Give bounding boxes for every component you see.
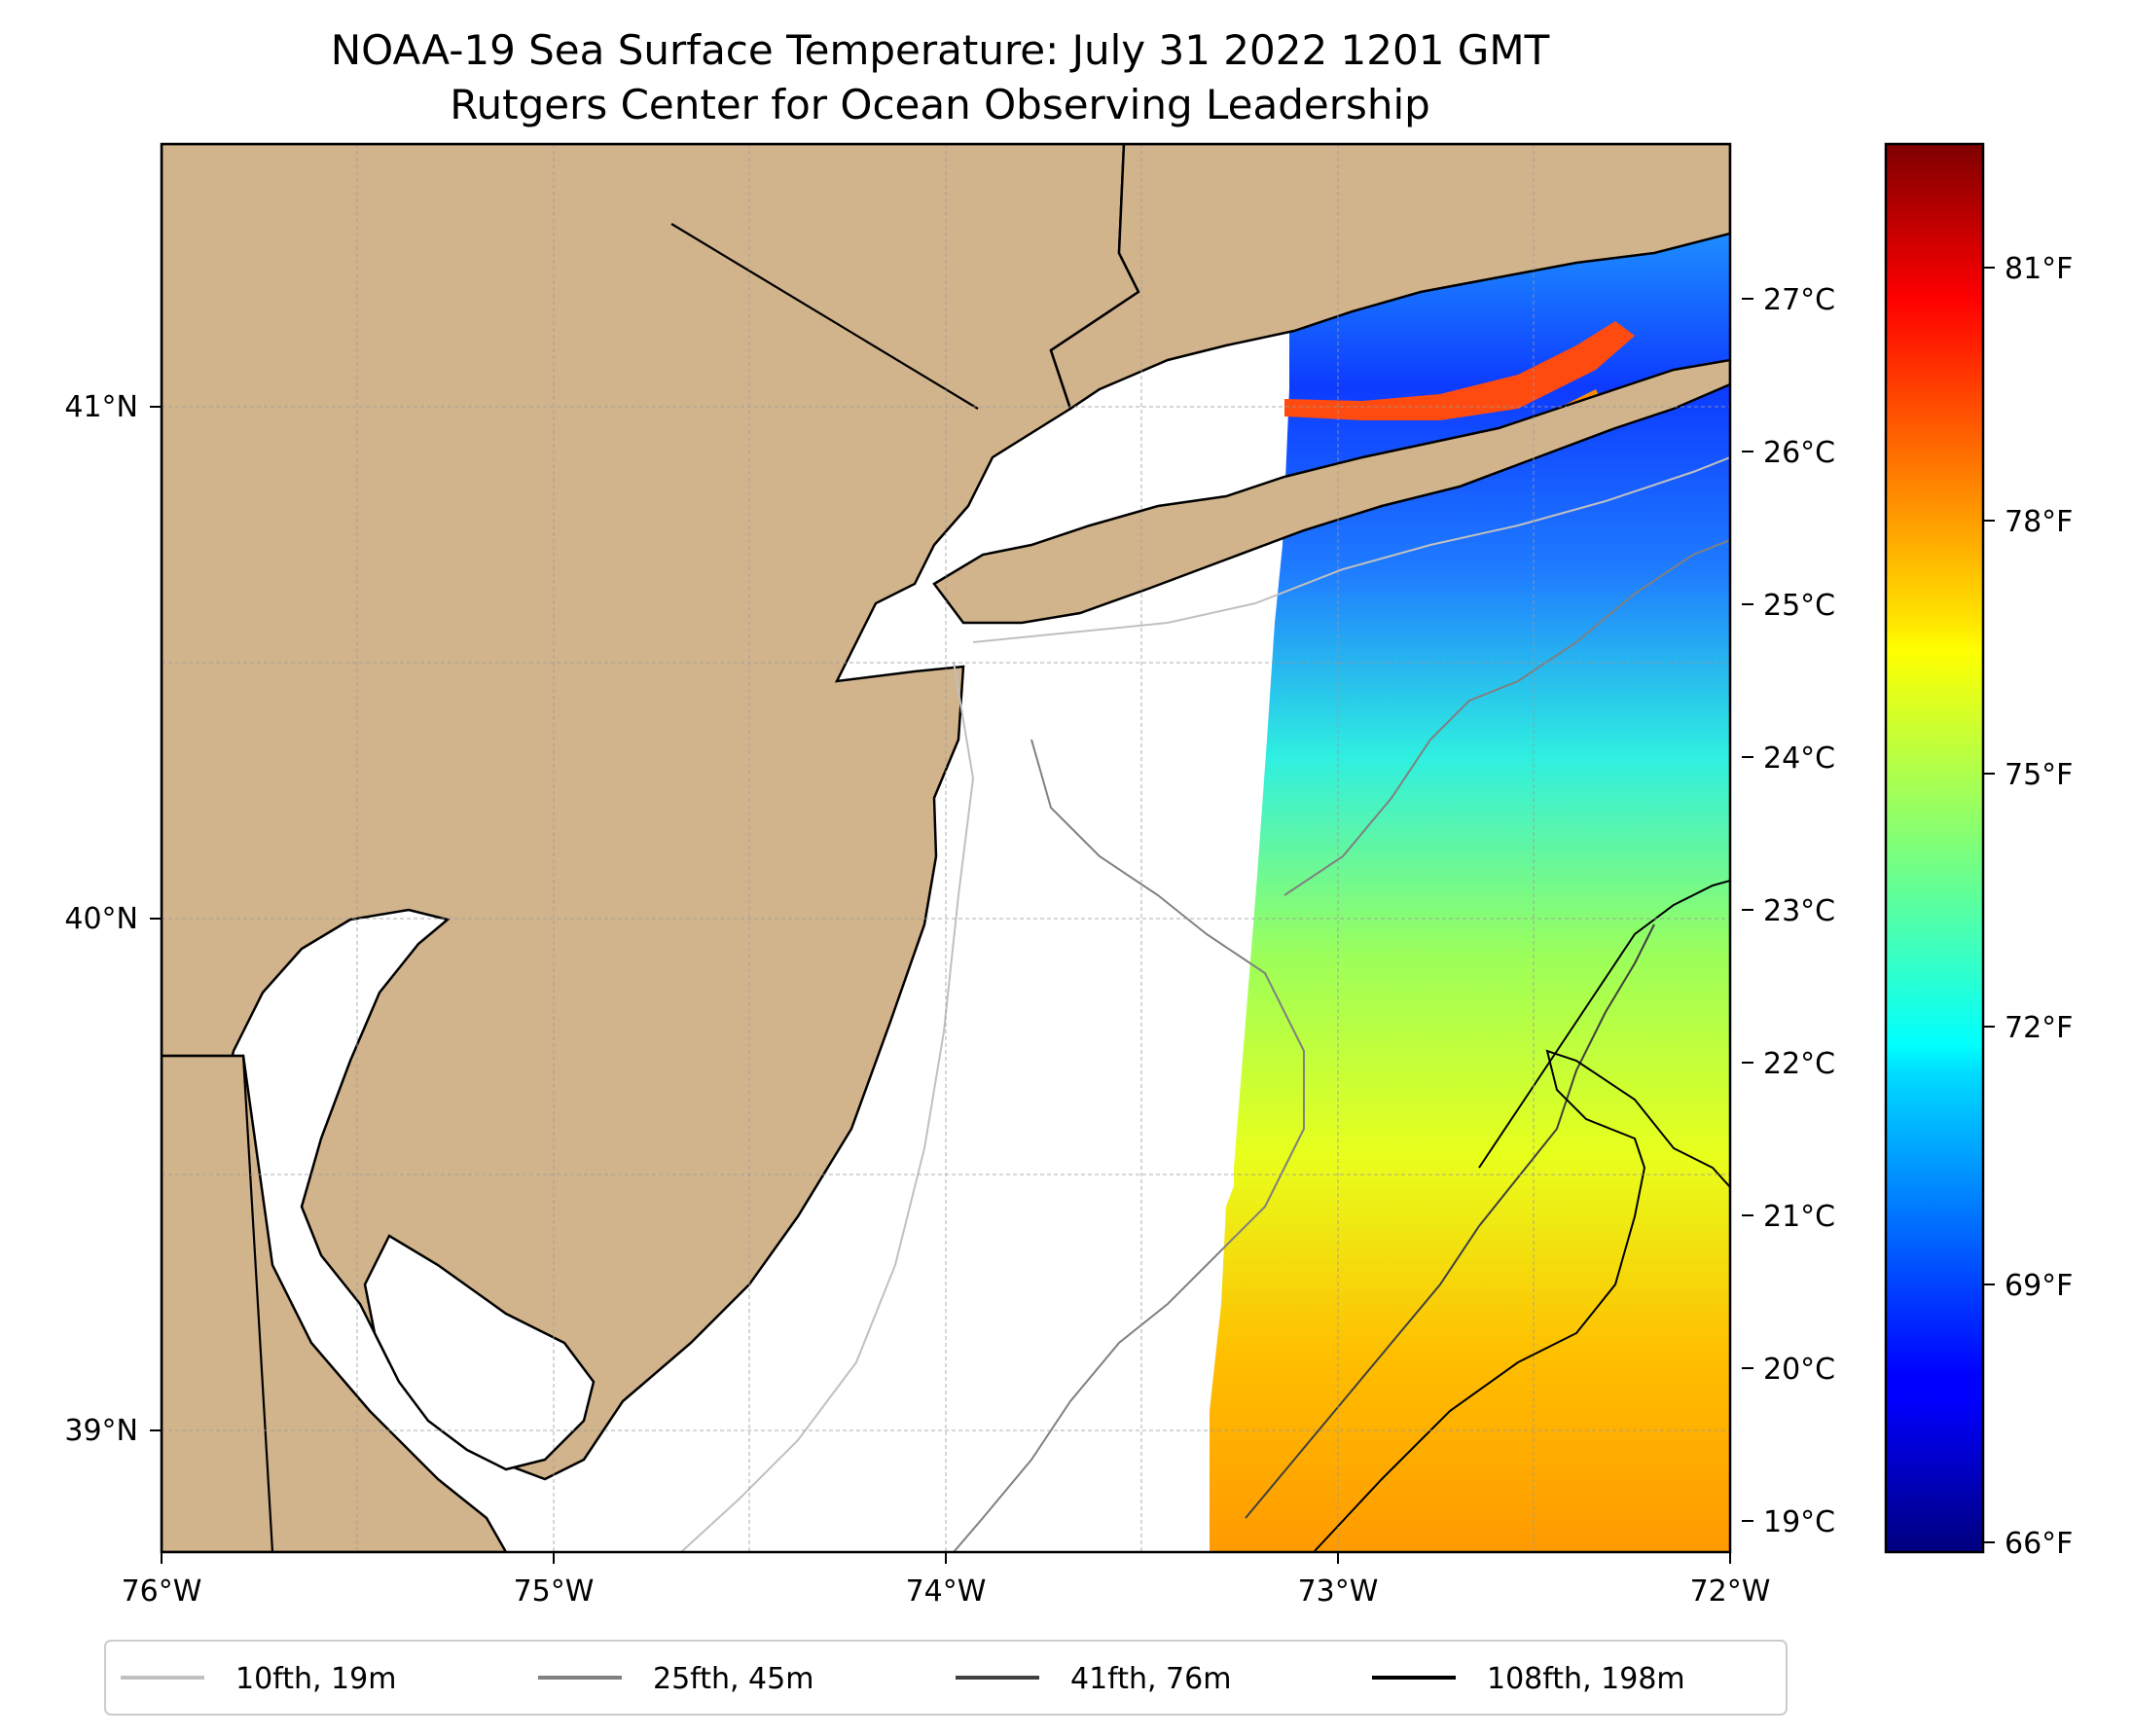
x-tick-label: 76°W (122, 1574, 202, 1609)
contour-10fth (680, 661, 975, 1552)
legend-box (104, 1640, 1788, 1716)
celsius-tick-label: 21°C (1763, 1200, 1835, 1234)
contour-108fth (1313, 1049, 1730, 1552)
celsius-tick-label: 22°C (1763, 1047, 1835, 1081)
land-delmarva (162, 1054, 508, 1552)
state-border (162, 1054, 274, 1552)
gridlines (162, 144, 1730, 1552)
x-tick-label: 73°W (1298, 1574, 1379, 1609)
celsius-tick-label: 25°C (1763, 589, 1835, 623)
celsius-tick-label: 20°C (1763, 1353, 1835, 1387)
fahrenheit-tick-label: 72°F (2005, 1011, 2073, 1045)
legend-label: 25fth, 45m (653, 1662, 813, 1696)
x-tick-label: 75°W (514, 1574, 595, 1609)
x-tick-label: 72°W (1690, 1574, 1771, 1609)
state-border (670, 223, 979, 410)
sst-swath (1210, 229, 1730, 1552)
contour-108fth (1478, 880, 1730, 1169)
delaware-bay (363, 1234, 596, 1471)
contour-25fth (1283, 539, 1730, 896)
land-new-jersey (162, 144, 1140, 1481)
fahrenheit-tick-label: 66°F (2005, 1527, 2073, 1561)
celsius-tick-label: 27°C (1763, 283, 1835, 317)
celsius-tick-label: 24°C (1763, 741, 1835, 776)
chart-title-line2: Rutgers Center for Ocean Observing Leade… (450, 81, 1430, 128)
y-axis: 41°N 40°N 39°N (64, 390, 162, 1448)
x-tick-label: 74°W (906, 1574, 987, 1609)
celsius-tick-label: 26°C (1763, 436, 1835, 470)
legend-label: 10fth, 19m (235, 1662, 396, 1696)
land-long-island (932, 358, 1730, 625)
celsius-tick-label: 19°C (1763, 1505, 1835, 1539)
fahrenheit-tick-label: 81°F (2005, 252, 2073, 286)
fahrenheit-tick-label: 78°F (2005, 505, 2073, 539)
sst-warm-sound (1284, 321, 1635, 420)
colorbar-gradient (1884, 142, 1985, 1554)
map-area (162, 144, 1730, 1552)
land-connecticut (1049, 144, 1730, 411)
y-tick-label: 41°N (64, 390, 138, 424)
fahrenheit-tick-label: 69°F (2005, 1269, 2073, 1303)
legend-label: 41fth, 76m (1070, 1662, 1231, 1696)
contour-41fth (1245, 923, 1655, 1519)
y-tick-label: 39°N (64, 1414, 138, 1448)
x-axis: 76°W 75°W 74°W 73°W 72°W (122, 1552, 1771, 1609)
fahrenheit-tick-label: 75°F (2005, 758, 2073, 792)
colorbar: 81°F 78°F 75°F 72°F 69°F 66°F (1884, 142, 2073, 1561)
legend-label: 108fth, 198m (1487, 1662, 1685, 1696)
y-tick-label: 40°N (64, 902, 138, 936)
celsius-tick-label: 23°C (1763, 894, 1835, 928)
contour-10fth (972, 456, 1730, 643)
chart-title-line1: NOAA-19 Sea Surface Temperature: July 31… (331, 26, 1550, 74)
legend: 10fth, 19m 25fth, 45m 41fth, 76m 108fth,… (104, 1640, 1788, 1716)
celsius-axis: 27°C 26°C 25°C 24°C 23°C 22°C 21°C 20°C … (1742, 283, 1835, 1539)
